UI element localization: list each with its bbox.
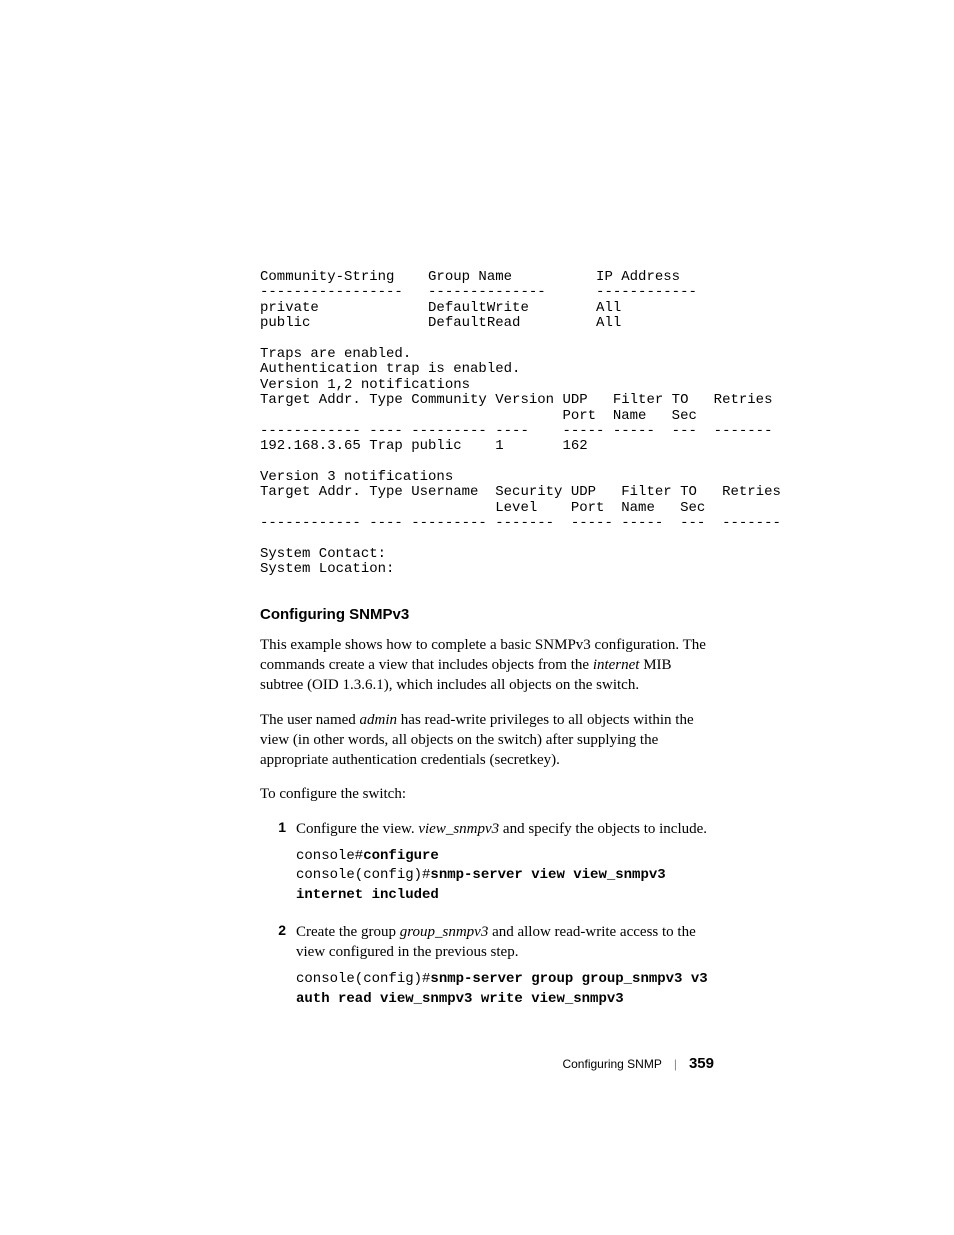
code-plain: console(config)# — [296, 971, 430, 987]
paragraph-2: The user named admin has read-write priv… — [260, 710, 714, 771]
footer-separator: | — [674, 1057, 677, 1071]
step-1-text-b: and specify the objects to include. — [499, 821, 707, 837]
step-2-italic: group_snmpv3 — [400, 924, 489, 940]
step-1: 1 Configure the view. view_snmpv3 and sp… — [260, 819, 714, 912]
ordered-list: 1 Configure the view. view_snmpv3 and sp… — [260, 819, 714, 1016]
step-2: 2 Create the group group_snmpv3 and allo… — [260, 922, 714, 1016]
footer-page-number: 359 — [689, 1055, 714, 1072]
footer-title: Configuring SNMP — [562, 1057, 661, 1071]
section-heading: Configuring SNMPv3 — [260, 606, 714, 623]
para1-italic: internet — [593, 657, 640, 673]
step-2-code: console(config)#snmp-server group group_… — [296, 970, 714, 1009]
para2-italic: admin — [360, 712, 398, 728]
step-1-number: 1 — [260, 819, 296, 912]
step-2-body: Create the group group_snmpv3 and allow … — [296, 922, 714, 1016]
code-bold: configure — [363, 848, 439, 864]
step-2-text-a: Create the group — [296, 924, 400, 940]
step-1-italic: view_snmpv3 — [418, 821, 499, 837]
para2-text-a: The user named — [260, 712, 360, 728]
step-1-text-a: Configure the view. — [296, 821, 418, 837]
terminal-output: Community-String Group Name IP Address -… — [260, 270, 714, 578]
paragraph-3: To configure the switch: — [260, 784, 714, 804]
step-2-number: 2 — [260, 922, 296, 1016]
page-footer: Configuring SNMP | 359 — [260, 1055, 714, 1072]
step-1-body: Configure the view. view_snmpv3 and spec… — [296, 819, 714, 912]
step-1-code: console#configure console(config)#snmp-s… — [296, 847, 714, 906]
code-plain: console# — [296, 848, 363, 864]
paragraph-1: This example shows how to complete a bas… — [260, 635, 714, 696]
page-content: Community-String Group Name IP Address -… — [0, 0, 954, 1192]
code-plain: console(config)# — [296, 867, 430, 883]
